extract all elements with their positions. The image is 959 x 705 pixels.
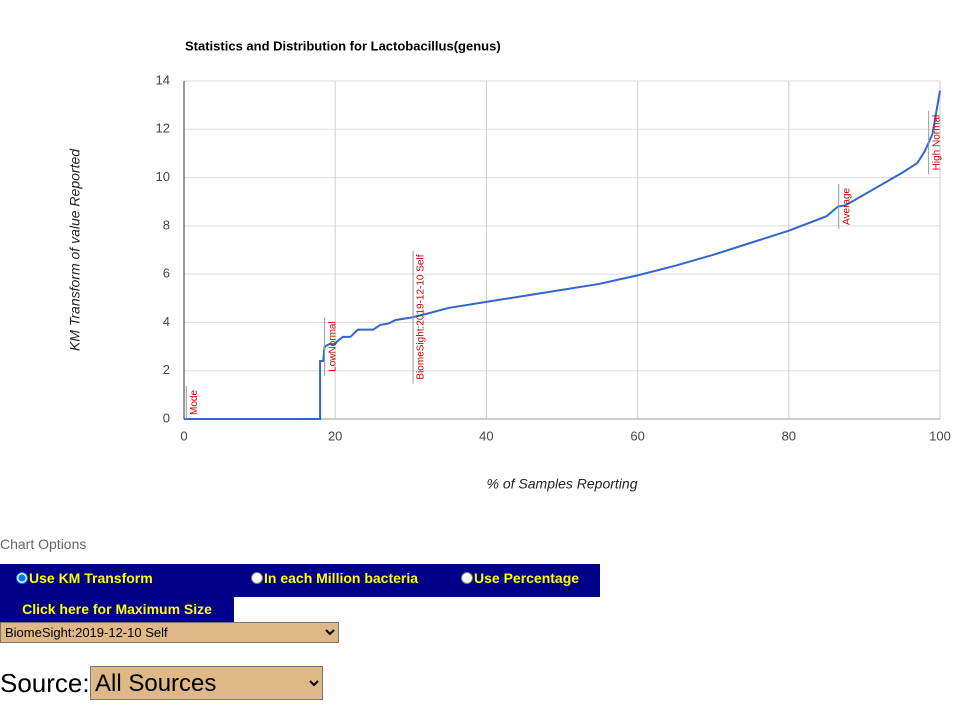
annotation-label: Average	[841, 187, 852, 225]
y-tick-label: 12	[156, 121, 170, 136]
annotation-label: High Normal	[931, 115, 942, 171]
y-tick-label: 0	[163, 410, 170, 425]
sample-select[interactable]: BiomeSight:2019-12-10 Self	[0, 622, 339, 643]
radio-text: In each Million bacteria	[264, 570, 419, 586]
y-tick-label: 6	[163, 266, 170, 281]
y-tick-label: 8	[163, 217, 170, 232]
radio-group: Use KM Transform In each Million bacteri…	[0, 564, 600, 597]
options-label: Chart Options	[0, 536, 87, 552]
radio-percent[interactable]: Use Percentage	[461, 570, 579, 586]
radio-input[interactable]	[251, 572, 263, 584]
chart: Statistics and Distribution for Lactobac…	[67, 38, 951, 492]
x-tick-label: 80	[782, 428, 796, 443]
radio-text: Use Percentage	[474, 570, 580, 586]
x-tick-label: 40	[479, 428, 493, 443]
x-tick-label: 60	[630, 428, 644, 443]
x-tick-label: 20	[328, 428, 342, 443]
plot-area	[184, 81, 940, 419]
radio-km[interactable]: Use KM Transform	[16, 570, 153, 586]
max-size-button[interactable]: Click here for Maximum Size	[0, 597, 234, 622]
chart-title: Statistics and Distribution for Lactobac…	[185, 38, 501, 53]
y-tick-label: 4	[163, 314, 170, 329]
x-axis-label: % of Samples Reporting	[487, 476, 638, 492]
radio-million[interactable]: In each Million bacteria	[251, 570, 418, 586]
radio-text: Use KM Transform	[29, 570, 153, 586]
y-tick-label: 2	[163, 362, 170, 377]
y-tick-label: 10	[156, 169, 170, 184]
source-select[interactable]: All Sources	[90, 666, 323, 700]
annotation-label: Mode	[189, 390, 200, 415]
y-axis-label: KM Transform of value Reported	[67, 148, 83, 351]
radio-input[interactable]	[16, 572, 28, 584]
annotation-label: BiomeSight:2019-12-10 Self	[416, 254, 427, 379]
y-tick-label: 14	[156, 72, 170, 87]
source-label: Source:	[0, 668, 90, 698]
radio-input[interactable]	[461, 572, 473, 584]
x-tick-label: 100	[929, 428, 951, 443]
x-tick-label: 0	[180, 428, 187, 443]
annotation-label: LowNormal	[327, 321, 338, 372]
data-line	[184, 90, 941, 420]
